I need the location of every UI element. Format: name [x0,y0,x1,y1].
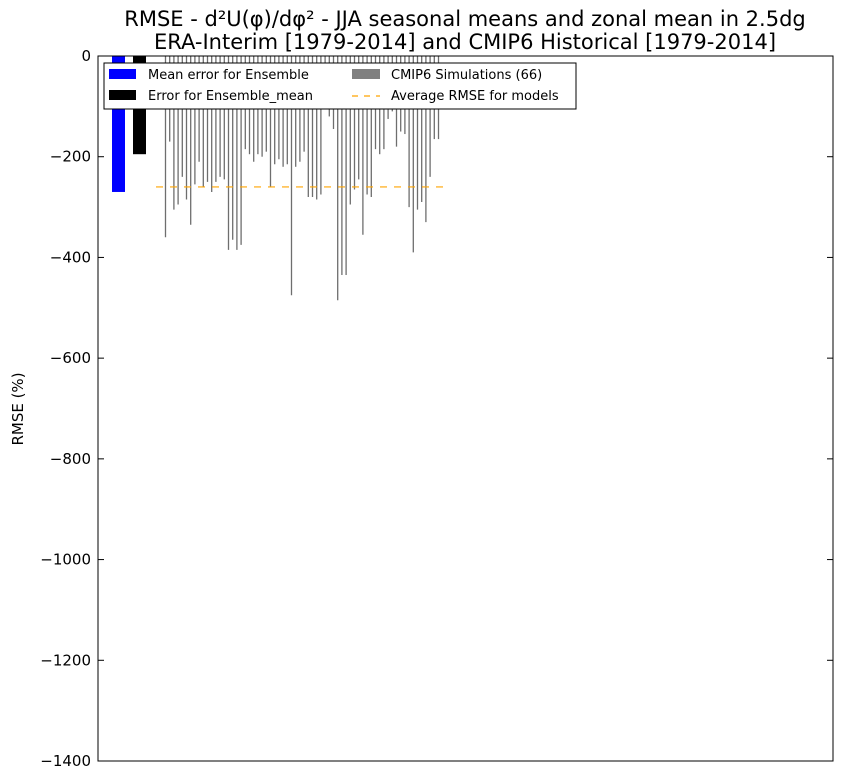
legend-label-ensemble-mean: Error for Ensemble_mean [148,89,313,104]
y-tick-label: −1200 [40,651,91,669]
chart-title: RMSE - d²U(φ)/dφ² - JJA seasonal means a… [124,7,806,31]
y-tick-label: −400 [50,248,91,266]
legend-label-average: Average RMSE for models [391,89,559,104]
plot-frame [97,55,834,762]
legend-swatch-ensemble-mean [109,90,136,100]
y-tick-label: −800 [50,450,91,468]
legend-frame [103,62,577,110]
legend: Mean error for Ensemble Error for Ensemb… [103,62,577,110]
y-tick-label: −200 [50,148,91,166]
y-tick-label: −600 [50,349,91,367]
legend-swatch-cmip6 [352,69,380,79]
y-axis: 0 −200 −400 −600 −800 −1000 −1200 −1400 [40,47,833,770]
legend-swatch-ensemble [109,69,136,79]
y-axis-label: RMSE (%) [9,372,27,445]
chart-subtitle: ERA-Interim [1979-2014] and CMIP6 Histor… [154,30,776,54]
y-tick-label: −1000 [40,551,91,569]
legend-label-ensemble: Mean error for Ensemble [148,68,309,83]
y-tick-label: 0 [81,47,91,65]
y-tick-label: −1400 [40,752,91,770]
legend-label-cmip6: CMIP6 Simulations (66) [391,68,542,83]
